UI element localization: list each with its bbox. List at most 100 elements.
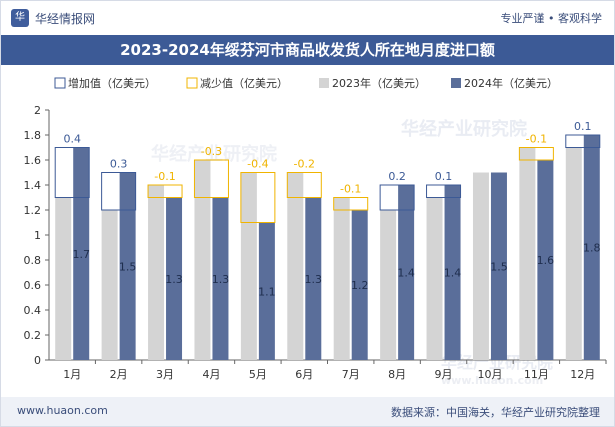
data-label-2024: 1.6 (537, 254, 555, 267)
change-label: 0.2 (388, 170, 406, 183)
change-label: -0.3 (201, 145, 222, 158)
watermark-text: 华经产业研究院 (401, 118, 527, 140)
bar-2024 (166, 197, 183, 360)
footer-source: 数据来源：中国海关，华经产业研究院整理 (391, 406, 600, 419)
data-label-2024: 1.4 (397, 267, 415, 280)
increase-box (54, 147, 90, 198)
brand-name: 华经情报网 (35, 11, 96, 26)
chart-title: 2023-2024年绥芬河市商品收发货人所在地月度进口额 (1, 35, 614, 65)
footer: www.huaon.com 数据来源：中国海关，华经产业研究院整理 (1, 397, 614, 426)
brand-logo-icon: 华 (11, 9, 29, 27)
bar-2023 (333, 197, 350, 360)
x-tick-label: 12月 (570, 368, 595, 381)
bar-2023 (55, 197, 72, 360)
x-tick-label: 11月 (524, 368, 549, 381)
legend-swatch-increase (54, 77, 66, 89)
top-bar: 华 华经情报网 专业严谨 • 客观科学 (1, 1, 614, 35)
bar-2024 (490, 172, 507, 360)
x-tick-label: 8月 (388, 368, 406, 381)
bar-2024 (212, 197, 229, 360)
bar-2023 (472, 172, 489, 360)
bar-2024 (305, 197, 322, 360)
decrease-box (286, 172, 322, 198)
decrease-box (193, 159, 229, 198)
bar-2023 (565, 147, 582, 360)
increase-box (426, 184, 462, 198)
bar-2023 (101, 210, 118, 360)
decrease-box (240, 172, 276, 223)
increase-box (101, 172, 137, 211)
legend-label: 2024年（亿美元） (464, 76, 558, 90)
data-label-2024: 1.5 (119, 260, 137, 273)
y-tick-label: 2 (34, 104, 41, 117)
y-tick-label: 0 (34, 354, 41, 367)
change-label: -0.1 (154, 170, 175, 183)
change-label: -0.1 (526, 133, 547, 146)
y-tick-label: 1.4 (24, 179, 42, 192)
bar-2024 (583, 135, 600, 360)
change-label: 0.4 (63, 133, 81, 146)
y-tick-label: 0.4 (24, 304, 42, 317)
change-label: 0.1 (435, 170, 453, 183)
x-tick-label: 10月 (477, 368, 502, 381)
bar-2023 (194, 160, 211, 360)
y-tick-label: 1.2 (24, 204, 42, 217)
change-label: -0.1 (340, 183, 361, 196)
bar-2023 (426, 197, 443, 360)
increase-box (379, 184, 415, 211)
legend-swatch-decrease (186, 77, 198, 89)
y-tick-label: 1 (34, 229, 41, 242)
data-label-2024: 1.3 (305, 273, 323, 286)
bar-2023 (519, 147, 536, 360)
x-tick-label: 4月 (202, 368, 220, 381)
decrease-box (147, 184, 183, 198)
data-label-2024: 1.4 (444, 267, 462, 280)
legend-swatch-2023 (319, 78, 329, 88)
bar-2024 (444, 185, 461, 360)
x-tick-label: 7月 (342, 368, 360, 381)
increase-box (565, 134, 601, 148)
y-tick-label: 1.6 (24, 154, 42, 167)
decrease-box (518, 147, 554, 161)
legend-label: 2023年（亿美元） (332, 76, 426, 90)
change-label: -0.4 (247, 158, 268, 171)
tagline: 专业严谨 • 客观科学 (500, 12, 602, 25)
y-tick-label: 0.2 (24, 329, 42, 342)
bar-2023 (380, 210, 397, 360)
chart-canvas: 华经产业研究院华经产业研究院华经产业研究院www.huaon.com增加值（亿美… (24, 76, 607, 387)
y-tick-label: 0.8 (24, 254, 42, 267)
bar-2024 (258, 222, 275, 360)
watermark-text: 华经产业研究院 (151, 143, 277, 165)
data-label-2024: 1.5 (490, 260, 508, 273)
bar-2023 (148, 185, 165, 360)
x-tick-label: 1月 (63, 368, 81, 381)
bar-2024 (351, 210, 368, 360)
bar-2024 (73, 147, 90, 360)
change-label: 0.1 (574, 120, 592, 133)
decrease-box (333, 197, 369, 211)
watermark-url: www.huaon.com (441, 374, 543, 387)
bar-2023 (287, 172, 304, 360)
bar-2023 (240, 172, 257, 360)
legend-label: 减少值（亿美元） (200, 77, 288, 90)
change-label: -0.2 (294, 158, 315, 171)
data-label-2024: 1.7 (72, 248, 90, 261)
data-label-2024: 1.2 (351, 279, 369, 292)
bar-2024 (398, 185, 415, 360)
data-label-2024: 1.8 (583, 242, 601, 255)
x-tick-label: 5月 (249, 368, 267, 381)
brand[interactable]: 华 华经情报网 (11, 9, 95, 27)
legend-label: 增加值（亿美元） (68, 76, 156, 90)
y-tick-label: 1.8 (24, 129, 42, 142)
x-tick-label: 9月 (435, 368, 453, 381)
x-tick-label: 6月 (295, 368, 313, 381)
legend-swatch-2024 (451, 78, 461, 88)
x-tick-label: 2月 (110, 368, 128, 381)
footer-website[interactable]: www.huaon.com (17, 404, 108, 417)
x-tick-label: 3月 (156, 368, 174, 381)
data-label-2024: 1.1 (258, 285, 276, 298)
data-label-2024: 1.3 (212, 273, 230, 286)
bar-2024 (537, 160, 554, 360)
y-tick-label: 0.6 (24, 279, 42, 292)
